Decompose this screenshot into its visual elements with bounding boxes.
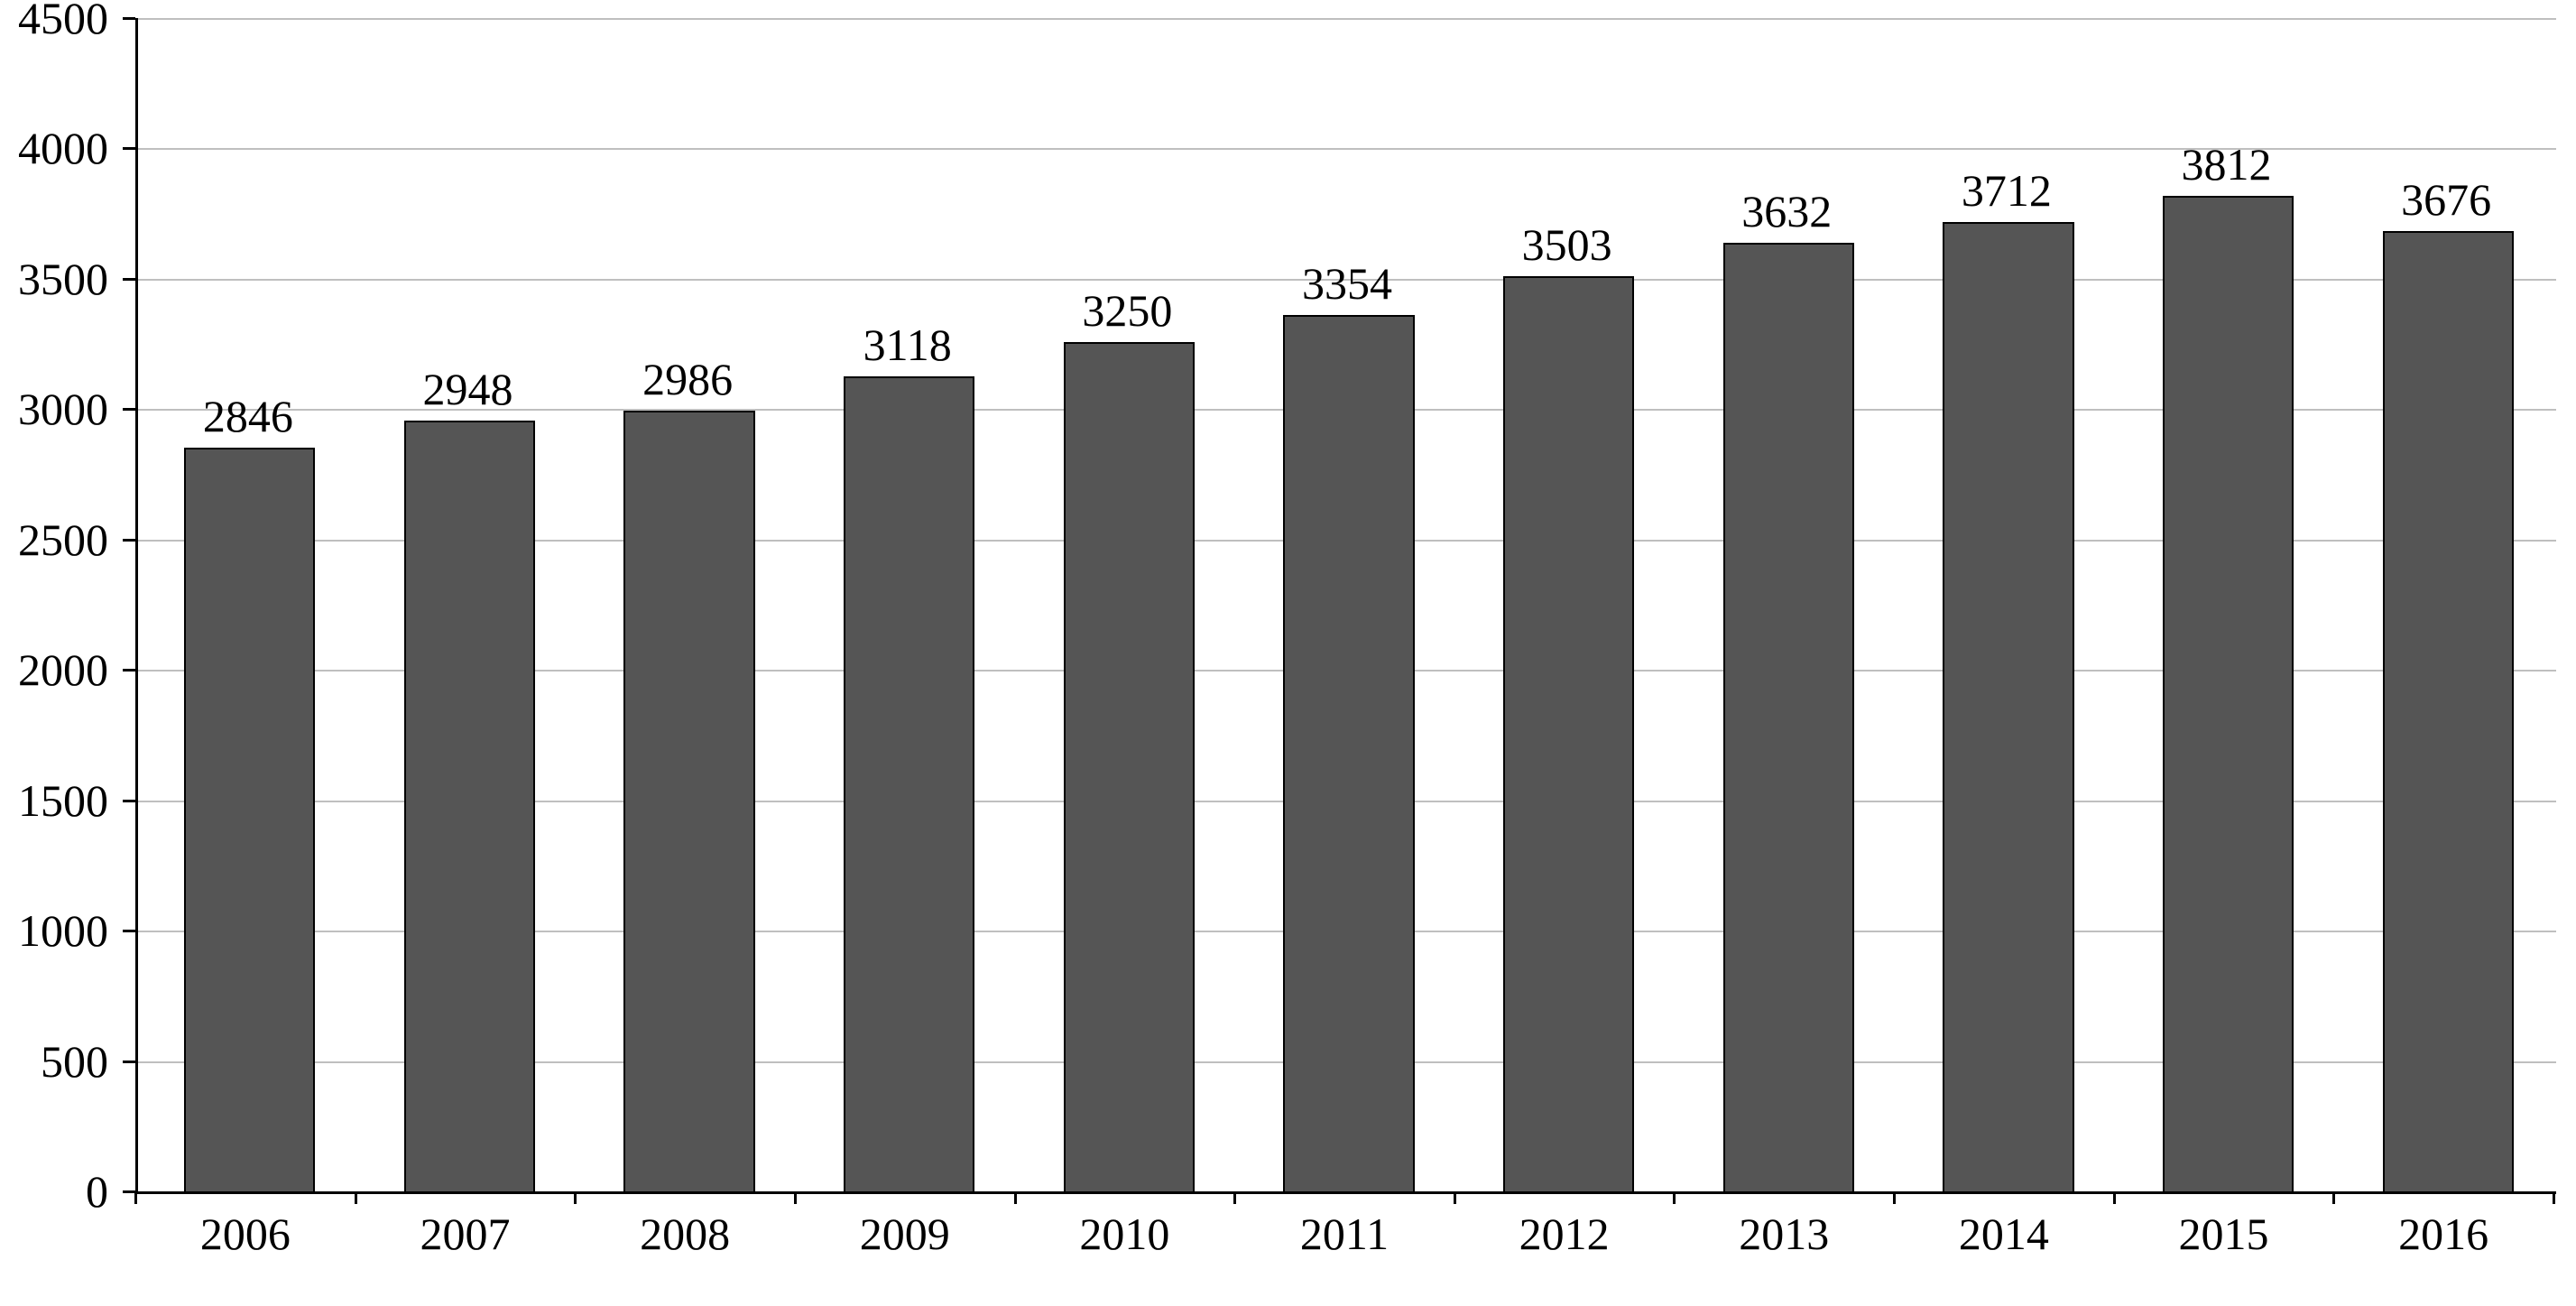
ytick-label: 1500 (0, 774, 108, 827)
xtick-label: 2011 (1300, 1208, 1389, 1260)
xtick-mark (2332, 1191, 2335, 1204)
xtick-mark (1893, 1191, 1896, 1204)
xtick-mark (1454, 1191, 1456, 1204)
ytick-mark (123, 278, 135, 281)
xtick-label: 2016 (2398, 1208, 2488, 1260)
xtick-mark (134, 1191, 137, 1204)
ytick-mark (123, 147, 135, 150)
xtick-label: 2013 (1739, 1208, 1829, 1260)
ytick-mark (123, 17, 135, 20)
plot-area: 2846 2948 2986 3118 3250 3354 3503 3632 3712 3812… (135, 18, 2556, 1194)
bar-value-label: 3632 (1741, 185, 1832, 237)
xtick-label: 2015 (2179, 1208, 2269, 1260)
bar (1064, 342, 1195, 1191)
xtick-mark (794, 1191, 797, 1204)
ytick-label: 2000 (0, 644, 108, 696)
bar (2383, 231, 2514, 1191)
ytick-label: 0 (0, 1165, 108, 1218)
ytick-label: 3500 (0, 253, 108, 305)
xtick-label: 2008 (640, 1208, 730, 1260)
bar-value-label: 3250 (1082, 284, 1172, 337)
ytick-mark (123, 800, 135, 802)
xtick-mark (2113, 1191, 2116, 1204)
bar-value-label: 2986 (642, 353, 733, 405)
ytick-mark (123, 1061, 135, 1063)
bar (1943, 222, 2073, 1191)
bar-value-label: 3354 (1302, 257, 1392, 310)
bar-value-label: 3712 (1962, 164, 2052, 217)
bar-value-label: 3503 (1522, 218, 1612, 271)
bar (844, 376, 974, 1191)
ytick-label: 4000 (0, 122, 108, 174)
bar-value-label: 3676 (2401, 173, 2491, 226)
xtick-label: 2014 (1959, 1208, 2049, 1260)
ytick-mark (123, 669, 135, 672)
bar (1503, 276, 1634, 1191)
bar-value-label: 3812 (2182, 138, 2272, 190)
ytick-mark (123, 539, 135, 542)
xtick-mark (2553, 1191, 2555, 1204)
bar-value-label: 2948 (422, 363, 512, 415)
bar (1283, 315, 1414, 1191)
xtick-mark (355, 1191, 357, 1204)
ytick-label: 3000 (0, 383, 108, 435)
bar-chart: 2846 2948 2986 3118 3250 3354 3503 3632 3712 3812… (0, 0, 2576, 1306)
xtick-label: 2009 (860, 1208, 950, 1260)
xtick-mark (1233, 1191, 1236, 1204)
xtick-label: 2006 (200, 1208, 291, 1260)
xtick-mark (574, 1191, 577, 1204)
bar-value-label: 3118 (863, 319, 952, 371)
ytick-mark (123, 1190, 135, 1193)
ytick-label: 1000 (0, 904, 108, 957)
bar (1723, 243, 1854, 1191)
xtick-label: 2010 (1079, 1208, 1169, 1260)
bars-layer: 2846 2948 2986 3118 3250 3354 3503 3632 3712 3812… (138, 18, 2556, 1191)
xtick-label: 2012 (1519, 1208, 1610, 1260)
ytick-label: 500 (0, 1035, 108, 1088)
ytick-label: 2500 (0, 514, 108, 566)
xtick-mark (1014, 1191, 1017, 1204)
bar (404, 421, 535, 1191)
xtick-label: 2007 (420, 1208, 510, 1260)
ytick-mark (123, 930, 135, 932)
xtick-mark (1673, 1191, 1676, 1204)
bar (184, 448, 315, 1191)
ytick-label: 4500 (0, 0, 108, 44)
ytick-mark (123, 408, 135, 411)
bar (2163, 196, 2294, 1191)
bar (623, 411, 754, 1191)
bar-value-label: 2846 (203, 390, 293, 442)
